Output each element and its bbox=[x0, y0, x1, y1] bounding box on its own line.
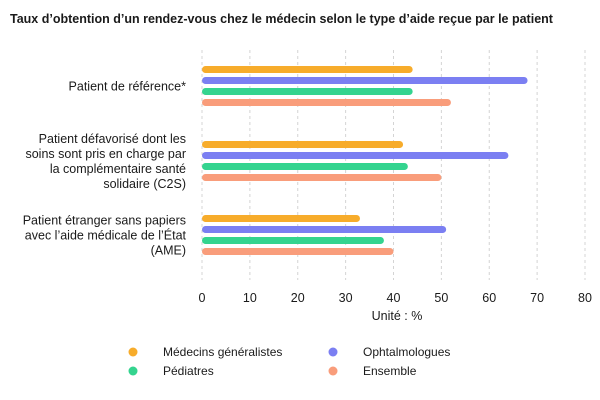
bar bbox=[202, 163, 408, 170]
bar bbox=[202, 141, 404, 148]
x-tick-label: 40 bbox=[387, 291, 401, 305]
category-label-line: solidaire (C2S) bbox=[103, 177, 186, 191]
category-label-line: la complémentaire santé bbox=[50, 162, 186, 176]
bar bbox=[202, 237, 384, 244]
bar bbox=[202, 77, 528, 84]
bar bbox=[202, 226, 447, 233]
x-tick-label: 80 bbox=[578, 291, 592, 305]
category-label-line: soins sont pris en charge par bbox=[25, 147, 186, 161]
bars bbox=[202, 66, 528, 255]
bar bbox=[202, 88, 413, 95]
legend-marker bbox=[128, 366, 138, 376]
legend-label: Médecins généralistes bbox=[163, 345, 282, 359]
x-tick-label: 60 bbox=[482, 291, 496, 305]
legend-marker bbox=[328, 347, 338, 357]
x-axis-title: Unité : % bbox=[372, 309, 423, 323]
category-label-line: Patient de référence* bbox=[69, 80, 187, 94]
legend-marker bbox=[128, 347, 138, 357]
x-tick-label: 0 bbox=[199, 291, 206, 305]
category-label-line: (AME) bbox=[151, 244, 186, 258]
bar bbox=[202, 174, 442, 181]
chart-title: Taux d’obtention d’un rendez-vous chez l… bbox=[10, 12, 553, 26]
x-tick-label: 30 bbox=[339, 291, 353, 305]
legend: Médecins généralistes Ophtalmologues Pédia… bbox=[128, 345, 450, 378]
bar bbox=[202, 215, 360, 222]
legend-label: Ensemble bbox=[363, 364, 417, 378]
category-label: Patient de référence* bbox=[69, 80, 187, 94]
x-tick-label: 70 bbox=[530, 291, 544, 305]
category-label: Patient défavorisé dont les soins sont pr… bbox=[25, 132, 186, 191]
category-labels: Patient de référence* Patient défavorisé … bbox=[23, 80, 187, 258]
legend-label: Pédiatres bbox=[163, 364, 214, 378]
legend-marker bbox=[328, 366, 338, 376]
category-label-line: Patient étranger sans papiers bbox=[23, 214, 186, 228]
legend-label: Ophtalmologues bbox=[363, 345, 450, 359]
category-label: Patient étranger sans papiers avec l’aide… bbox=[23, 214, 187, 258]
x-tick-labels: 0 10 20 30 40 50 60 70 80 bbox=[199, 291, 592, 305]
x-tick-label: 20 bbox=[291, 291, 305, 305]
x-tick-label: 50 bbox=[434, 291, 448, 305]
category-label-line: Patient défavorisé dont les bbox=[39, 132, 186, 146]
bar bbox=[202, 248, 394, 255]
x-tick-label: 10 bbox=[243, 291, 257, 305]
bar bbox=[202, 66, 413, 73]
category-label-line: avec l’aide médicale de l’État bbox=[25, 228, 187, 243]
bar bbox=[202, 152, 509, 159]
bar bbox=[202, 99, 451, 106]
